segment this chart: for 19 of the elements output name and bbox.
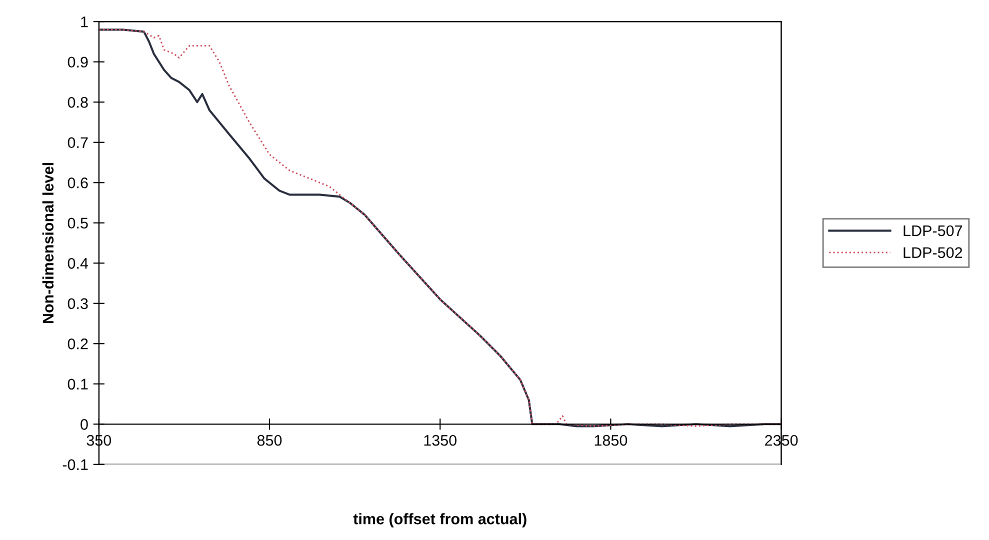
y-tick-label: -0.1: [62, 459, 88, 470]
y-tick-label: 0.4: [68, 258, 88, 269]
x-tick-label: 1350: [424, 434, 457, 446]
y-tick-label: 0.5: [68, 218, 88, 229]
y-tick-label: 0.2: [68, 338, 88, 350]
y-tick-label: 0: [80, 419, 88, 430]
legend-label: LDP-502: [904, 247, 962, 258]
y-tick-label: 0.1: [68, 378, 88, 390]
y-tick-label: 0.8: [68, 96, 88, 108]
legend-label: LDP-507: [904, 225, 962, 236]
y-tick-label: 0.3: [68, 298, 88, 310]
y-tick-label: 0.9: [68, 56, 88, 68]
x-tick-label: 850: [257, 434, 282, 446]
x-tick-label: 1850: [594, 434, 628, 446]
y-axis-title: Non-dimensional level: [42, 163, 54, 324]
y-tick-label: 0.6: [68, 177, 88, 188]
y-tick-label: 0.7: [68, 137, 88, 148]
x-axis-title: time (offset from actual): [353, 513, 526, 528]
y-tick-label: 1: [81, 16, 88, 28]
